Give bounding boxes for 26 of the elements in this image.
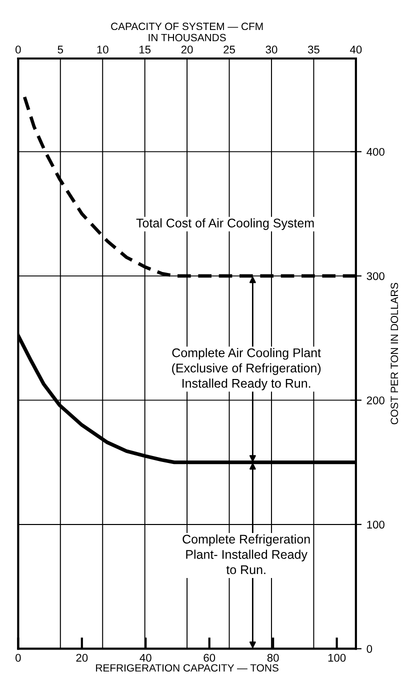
annotation: Complete Air Cooling Plant (Exclusive of Refrigeration) Installed Ready to Run. [172, 348, 321, 390]
y-tick-label: 400 [366, 148, 384, 156]
text: Total Cost of Air Cooling System [136, 218, 314, 230]
x2-tick-label: 10 [97, 46, 108, 54]
x2-tick-label: 5 [58, 46, 64, 54]
x2-tick-label: 25 [224, 46, 235, 54]
y-axis-title: COST PER TON IN DOLLARS [390, 282, 398, 424]
x2-tick-label: 30 [266, 46, 278, 54]
x2-tick-label: 15 [140, 46, 151, 54]
x-tick-label: 80 [267, 654, 279, 662]
y-tick-label: 300 [366, 272, 384, 280]
y-tick-label: 200 [366, 396, 384, 404]
x-tick-label: 100 [328, 654, 346, 662]
x-axis-title: REFRIGERATION CAPACITY — TONS [96, 664, 278, 672]
y-tick-label: 0 [366, 644, 372, 653]
x2-tick-label: 20 [181, 46, 193, 54]
x2-tick-label: 35 [308, 46, 320, 54]
x-tick-label: 40 [140, 654, 152, 662]
x2-tick-label: 0 [16, 46, 21, 54]
annotation: Complete Refrigeration Plant- Installed Ready to Run. [182, 534, 310, 574]
x-tick-label: 0 [16, 654, 21, 662]
y-tick-label: 100 [367, 520, 384, 529]
x2-axis-title: CAPACITY OF SYSTEM — CFM IN THOUSANDS [111, 22, 263, 42]
x2-tick-label: 40 [350, 46, 362, 54]
x-tick-label: 60 [204, 654, 216, 662]
x-tick-label: 20 [76, 654, 88, 662]
